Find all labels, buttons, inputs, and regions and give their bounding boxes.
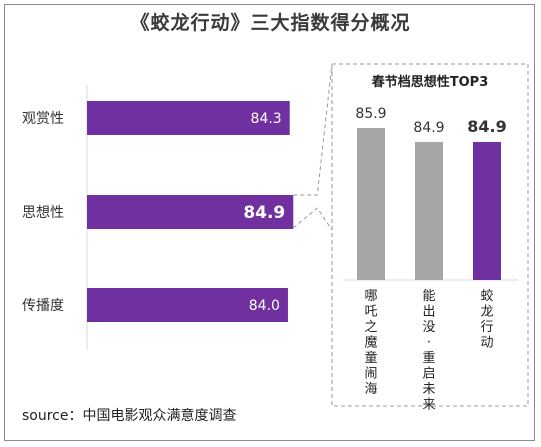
value-label: 84.0 xyxy=(249,298,280,314)
inset-category-label: 能出没·重启未来 xyxy=(422,289,435,413)
category-label: 思想性 xyxy=(22,205,64,221)
connector-line-top xyxy=(293,63,333,196)
inset-value-label: 84.9 xyxy=(413,120,444,136)
inset-category-label: 哪吒之魔童闹海 xyxy=(364,289,377,397)
value-label: 84.3 xyxy=(251,111,282,127)
inset-bar-2 xyxy=(415,141,443,280)
category-label: 观赏性 xyxy=(22,111,64,127)
top3-inset-chart: 春节档思想性TOP3 85.9 哪吒之魔童闹海 84.9 能出没·重启未来 84.9 蛟龙行… xyxy=(331,63,529,413)
inset-category-label: 蛟龙行动 xyxy=(480,289,493,351)
category-label: 传播度 xyxy=(22,298,64,314)
bar-1 xyxy=(87,101,290,135)
inset-bar-1 xyxy=(357,128,385,280)
chart-title: 《蛟龙行动》三大指数得分概况 xyxy=(130,12,411,34)
connector-line-bottom xyxy=(292,207,333,231)
inset-value-label: 85.9 xyxy=(355,106,386,122)
inset-bar-3 xyxy=(473,141,501,280)
source-note: source：中国电影观众满意度调查 xyxy=(22,408,237,424)
inset-title: 春节档思想性TOP3 xyxy=(371,74,489,90)
inset-value-label: 84.9 xyxy=(467,117,506,136)
main-bar-chart: 观赏性 84.3 思想性 84.9 传播度 84.0 xyxy=(22,63,333,350)
bar-2 xyxy=(87,195,294,229)
value-label: 84.9 xyxy=(243,203,285,223)
bar-3 xyxy=(87,288,288,322)
